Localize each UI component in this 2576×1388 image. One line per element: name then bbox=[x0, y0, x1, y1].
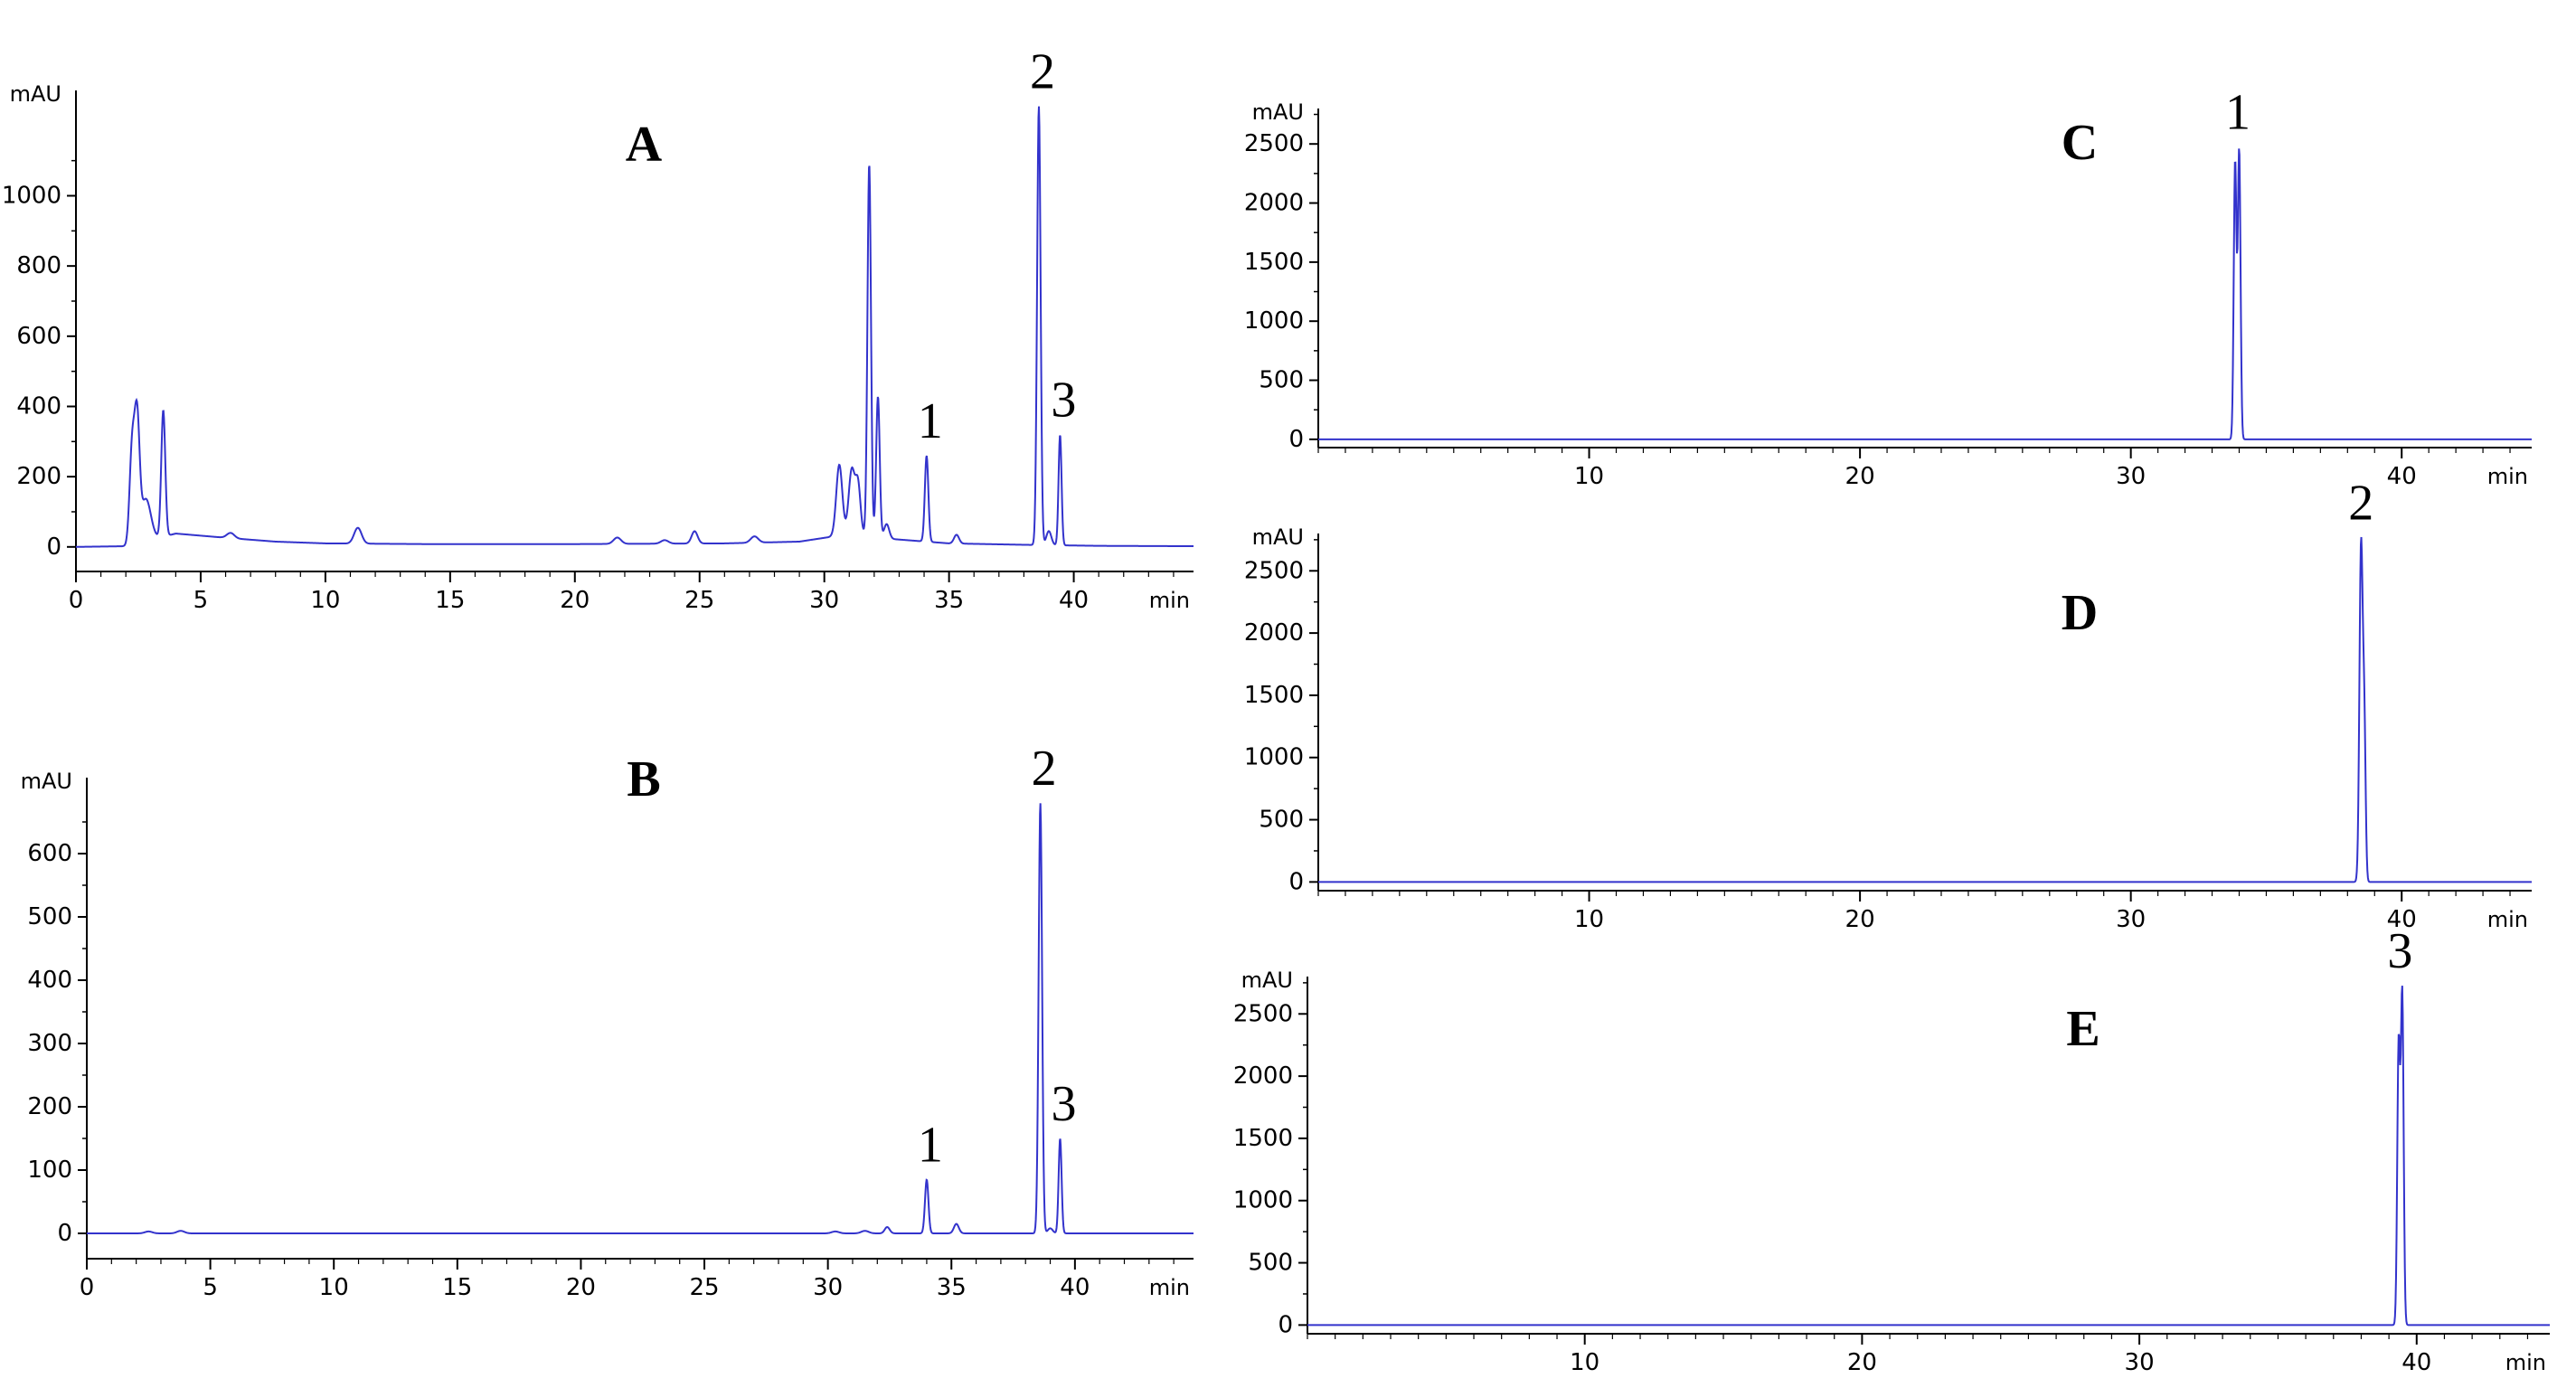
x-axis-unit-label: min bbox=[1149, 1275, 1190, 1300]
y-tick-label: 1000 bbox=[1233, 1187, 1293, 1214]
x-tick-label: 40 bbox=[1060, 1274, 1090, 1301]
y-tick-label: 100 bbox=[27, 1157, 72, 1184]
chromatogram-trace bbox=[1307, 986, 2550, 1327]
y-tick-label: 400 bbox=[27, 967, 72, 994]
y-tick-label: 600 bbox=[16, 323, 61, 350]
peak-label: 2 bbox=[1030, 43, 1055, 99]
y-tick-label: 600 bbox=[27, 840, 72, 867]
y-tick-label: 200 bbox=[16, 463, 61, 490]
x-tick-label: 30 bbox=[2125, 1349, 2155, 1376]
y-tick-label: 0 bbox=[57, 1220, 72, 1247]
chromatogram-trace bbox=[1318, 536, 2532, 883]
peak-label: 3 bbox=[2387, 923, 2412, 979]
x-axis-unit-label: min bbox=[2505, 1350, 2546, 1375]
y-axis-unit-label: mAU bbox=[1252, 524, 1304, 550]
x-tick-label: 10 bbox=[310, 587, 340, 614]
y-tick-label: 500 bbox=[1259, 807, 1304, 834]
panel-label: B bbox=[627, 751, 660, 807]
y-tick-label: 300 bbox=[27, 1030, 72, 1057]
peak-label: 2 bbox=[1032, 741, 1057, 797]
x-tick-label: 30 bbox=[2116, 463, 2146, 490]
y-axis-unit-label: mAU bbox=[1252, 99, 1304, 125]
y-tick-label: 1000 bbox=[1244, 744, 1304, 771]
chromatogram-trace bbox=[1318, 148, 2532, 440]
y-tick-label: 2000 bbox=[1244, 190, 1304, 217]
peak-label: 1 bbox=[2225, 84, 2250, 140]
y-tick-label: 200 bbox=[27, 1093, 72, 1120]
x-tick-label: 0 bbox=[80, 1274, 95, 1301]
x-tick-label: 25 bbox=[684, 587, 714, 614]
panel-label: C bbox=[2062, 115, 2098, 171]
chart-panel-b: 0 100 200 300 400 500 600 mAU 0 5 10 15 20 25 30 35 40 mi… bbox=[21, 741, 1194, 1301]
peak-label: 1 bbox=[918, 393, 943, 449]
y-tick-label: 1500 bbox=[1244, 682, 1304, 709]
x-tick-label: 25 bbox=[689, 1274, 719, 1301]
x-tick-label: 20 bbox=[1845, 463, 1875, 490]
x-tick-label: 30 bbox=[813, 1274, 843, 1301]
y-axis-unit-label: mAU bbox=[21, 769, 72, 794]
x-tick-label: 10 bbox=[1574, 906, 1604, 933]
y-tick-label: 2000 bbox=[1244, 619, 1304, 647]
y-tick-label: 2500 bbox=[1244, 557, 1304, 584]
x-tick-label: 15 bbox=[442, 1274, 472, 1301]
y-tick-label: 0 bbox=[1288, 426, 1304, 453]
x-tick-label: 5 bbox=[203, 1274, 218, 1301]
y-tick-label: 0 bbox=[46, 533, 61, 561]
x-tick-label: 5 bbox=[193, 587, 209, 614]
chart-panel-a: 0 200 400 600 800 1000 mAU 0 5 10 15 20 25 30 35 40 min A… bbox=[2, 43, 1194, 614]
x-tick-label: 30 bbox=[809, 587, 839, 614]
y-tick-label: 500 bbox=[27, 903, 72, 930]
chart-panel-c: 0 500 1000 1500 2000 2500 mAU 10 20 30 40 min C 1 bbox=[1244, 84, 2532, 490]
peak-label: 1 bbox=[918, 1118, 943, 1174]
chart-panel-d: 0 500 1000 1500 2000 2500 mAU 10 20 30 40 min D 2 bbox=[1244, 475, 2532, 933]
x-tick-label: 0 bbox=[69, 587, 84, 614]
y-tick-label: 1000 bbox=[2, 182, 61, 209]
x-tick-label: 10 bbox=[319, 1274, 349, 1301]
y-tick-label: 1500 bbox=[1244, 249, 1304, 276]
x-axis-unit-label: min bbox=[2487, 907, 2528, 932]
x-axis-unit-label: min bbox=[1149, 588, 1190, 613]
x-axis-unit-label: min bbox=[2487, 464, 2528, 489]
y-tick-label: 1500 bbox=[1233, 1125, 1293, 1152]
x-tick-label: 40 bbox=[1059, 587, 1089, 614]
x-tick-label: 35 bbox=[934, 587, 964, 614]
x-tick-label: 15 bbox=[435, 587, 465, 614]
panel-label: E bbox=[2066, 1001, 2099, 1057]
panel-label: A bbox=[626, 117, 663, 173]
y-axis-unit-label: mAU bbox=[1241, 968, 1293, 993]
peak-label: 3 bbox=[1051, 373, 1076, 429]
x-tick-label: 20 bbox=[560, 587, 590, 614]
chromatogram-trace bbox=[75, 106, 1194, 548]
y-tick-label: 1000 bbox=[1244, 307, 1304, 335]
y-tick-label: 500 bbox=[1248, 1250, 1293, 1277]
panel-label: D bbox=[2062, 585, 2098, 641]
x-tick-label: 40 bbox=[2387, 463, 2417, 490]
x-tick-label: 20 bbox=[566, 1274, 596, 1301]
chart-panel-e: 0 500 1000 1500 2000 2500 mAU 10 20 30 40 min E 3 bbox=[1233, 923, 2550, 1376]
x-tick-label: 40 bbox=[2387, 906, 2417, 933]
y-tick-label: 800 bbox=[16, 252, 61, 279]
x-tick-label: 10 bbox=[1574, 463, 1604, 490]
y-tick-label: 2000 bbox=[1233, 1062, 1293, 1090]
y-tick-label: 500 bbox=[1259, 367, 1304, 394]
x-tick-label: 30 bbox=[2116, 906, 2146, 933]
y-axis-unit-label: mAU bbox=[10, 81, 61, 107]
x-tick-label: 10 bbox=[1570, 1349, 1599, 1376]
x-tick-label: 40 bbox=[2401, 1349, 2431, 1376]
y-tick-label: 0 bbox=[1288, 868, 1304, 895]
x-tick-label: 20 bbox=[1845, 906, 1875, 933]
y-tick-label: 400 bbox=[16, 392, 61, 420]
peak-label: 3 bbox=[1051, 1076, 1076, 1132]
y-tick-label: 2500 bbox=[1233, 1000, 1293, 1027]
x-tick-label: 35 bbox=[937, 1274, 967, 1301]
y-tick-label: 2500 bbox=[1244, 130, 1304, 157]
chromatogram-trace bbox=[87, 803, 1194, 1234]
x-tick-label: 20 bbox=[1847, 1349, 1877, 1376]
peak-label: 2 bbox=[2348, 475, 2373, 531]
y-tick-label: 0 bbox=[1278, 1311, 1293, 1338]
